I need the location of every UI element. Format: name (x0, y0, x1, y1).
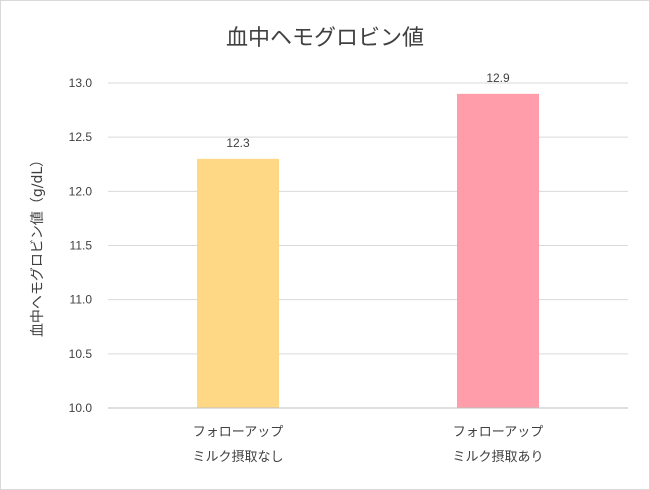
x-category-label: フォローアップ (453, 425, 543, 440)
chart-title: 血中ヘモグロビン値 (225, 26, 424, 51)
bar (457, 93, 539, 408)
x-category-label: フォローアップ (193, 425, 283, 440)
y-tick-label: 11.0 (70, 293, 93, 307)
y-tick-label: 10.0 (69, 401, 93, 415)
bar (197, 158, 279, 408)
x-category-label: ミルク摂取あり (452, 449, 543, 465)
x-category-label: ミルク摂取なし (192, 449, 283, 465)
data-label: 12.9 (486, 71, 510, 85)
y-tick-label: 11.5 (70, 239, 93, 253)
data-label: 12.3 (226, 136, 250, 150)
y-tick-label: 13.0 (69, 76, 93, 90)
y-tick-label: 12.0 (69, 184, 93, 198)
y-tick-label: 12.5 (69, 130, 93, 144)
y-tick-label: 10.5 (69, 347, 93, 361)
